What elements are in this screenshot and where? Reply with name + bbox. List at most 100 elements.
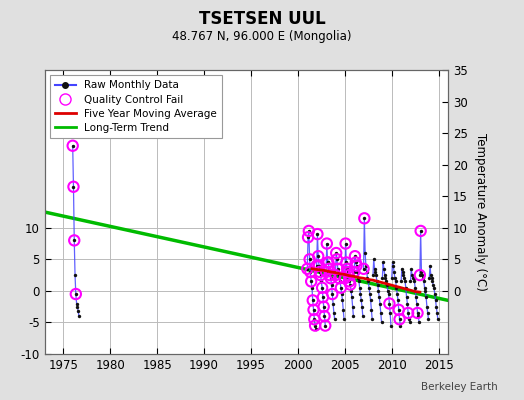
Point bbox=[342, 240, 350, 247]
Point bbox=[341, 275, 349, 282]
Point bbox=[341, 275, 349, 282]
Point bbox=[321, 322, 330, 329]
Point bbox=[377, 319, 386, 326]
Point bbox=[337, 291, 346, 297]
Point bbox=[345, 278, 354, 285]
Point bbox=[346, 281, 354, 288]
Point bbox=[314, 253, 322, 259]
Point bbox=[329, 300, 337, 307]
Point bbox=[323, 240, 331, 247]
Point bbox=[413, 310, 422, 316]
Point bbox=[320, 304, 328, 310]
Point bbox=[351, 253, 359, 259]
Point bbox=[324, 259, 333, 266]
Point bbox=[361, 250, 369, 256]
Point bbox=[303, 266, 311, 272]
Point bbox=[335, 275, 344, 282]
Point bbox=[330, 310, 338, 316]
Point bbox=[344, 272, 353, 278]
Point bbox=[353, 269, 362, 275]
Point bbox=[322, 269, 330, 275]
Point bbox=[360, 215, 368, 222]
Point bbox=[69, 184, 78, 190]
Point bbox=[352, 259, 360, 266]
Point bbox=[69, 184, 78, 190]
Point bbox=[418, 272, 427, 278]
Point bbox=[369, 256, 378, 262]
Point bbox=[325, 266, 333, 272]
Point bbox=[396, 322, 405, 329]
Point bbox=[395, 307, 403, 313]
Point bbox=[416, 272, 424, 278]
Point bbox=[399, 272, 408, 278]
Point bbox=[349, 313, 357, 319]
Point bbox=[308, 284, 316, 291]
Point bbox=[354, 275, 362, 282]
Point bbox=[401, 278, 409, 285]
Point bbox=[326, 275, 335, 282]
Point bbox=[322, 269, 330, 275]
Point bbox=[366, 291, 374, 297]
Point bbox=[406, 278, 414, 285]
Point bbox=[336, 278, 344, 285]
Point bbox=[334, 266, 342, 272]
Point bbox=[328, 281, 336, 288]
Point bbox=[326, 272, 334, 278]
Point bbox=[319, 294, 327, 300]
Point bbox=[393, 291, 401, 297]
Point bbox=[331, 272, 340, 278]
Point bbox=[339, 297, 347, 304]
Point bbox=[415, 319, 423, 326]
Point bbox=[369, 272, 377, 278]
Point bbox=[378, 275, 387, 282]
Point bbox=[363, 269, 371, 275]
Text: Berkeley Earth: Berkeley Earth bbox=[421, 382, 498, 392]
Point bbox=[416, 272, 424, 278]
Point bbox=[377, 310, 385, 316]
Point bbox=[304, 234, 312, 240]
Point bbox=[431, 297, 440, 304]
Point bbox=[70, 237, 79, 244]
Point bbox=[360, 215, 368, 222]
Point bbox=[355, 278, 363, 285]
Point bbox=[417, 269, 425, 275]
Point bbox=[352, 262, 361, 269]
Point bbox=[72, 291, 80, 297]
Point bbox=[375, 294, 384, 300]
Point bbox=[339, 307, 347, 313]
Point bbox=[402, 294, 411, 300]
Point bbox=[379, 259, 387, 266]
Point bbox=[334, 272, 343, 278]
Point bbox=[387, 322, 395, 329]
Point bbox=[320, 304, 328, 310]
Point bbox=[406, 319, 414, 326]
Point bbox=[410, 278, 419, 285]
Point bbox=[309, 307, 318, 313]
Point bbox=[385, 300, 394, 307]
Point bbox=[400, 275, 408, 282]
Text: 48.767 N, 96.000 E (Mongolia): 48.767 N, 96.000 E (Mongolia) bbox=[172, 30, 352, 43]
Point bbox=[429, 281, 438, 288]
Point bbox=[307, 278, 315, 285]
Point bbox=[424, 316, 433, 322]
Point bbox=[345, 278, 354, 285]
Point bbox=[333, 256, 341, 262]
Point bbox=[316, 272, 325, 278]
Point bbox=[305, 256, 314, 262]
Point bbox=[370, 266, 379, 272]
Point bbox=[426, 262, 434, 269]
Point bbox=[313, 231, 322, 237]
Point bbox=[405, 316, 413, 322]
Point bbox=[380, 266, 388, 272]
Point bbox=[323, 240, 331, 247]
Point bbox=[312, 326, 320, 332]
Point bbox=[333, 256, 341, 262]
Point bbox=[71, 272, 79, 278]
Point bbox=[419, 275, 427, 282]
Point bbox=[325, 266, 333, 272]
Point bbox=[373, 278, 381, 285]
Point bbox=[366, 297, 375, 304]
Point bbox=[309, 307, 318, 313]
Point bbox=[423, 304, 431, 310]
Point bbox=[342, 259, 351, 266]
